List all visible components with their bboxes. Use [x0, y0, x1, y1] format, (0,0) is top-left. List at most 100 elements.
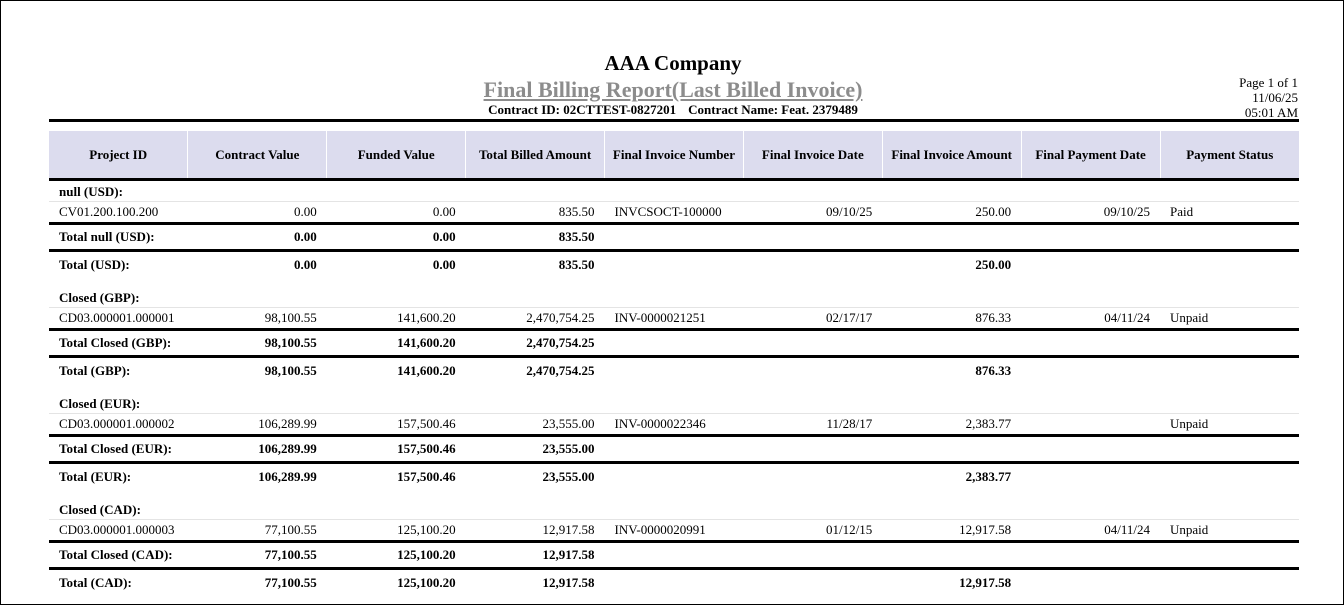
- subtotal-cell: [605, 224, 744, 251]
- cell: 09/10/25: [1103, 204, 1150, 219]
- column-header: Funded Value: [326, 131, 466, 180]
- cell: [1021, 414, 1160, 436]
- subtotal-cell: 23,555.00: [542, 441, 595, 456]
- cell: 04/11/24: [1104, 310, 1150, 325]
- total-cell: [1021, 251, 1160, 279]
- cell: CD03.000001.000003: [59, 522, 175, 537]
- cell: 250.00: [975, 204, 1012, 219]
- table-row: CD03.000001.000001 98,100.55 141,600.20 2,4…: [49, 308, 1299, 330]
- spacer-row: [49, 384, 1299, 393]
- report-title-text: Final Billing Report(Last Billed Invoice…: [483, 77, 863, 102]
- column-header: Final Invoice Amount: [881, 131, 1022, 180]
- subtotal-cell: [743, 224, 882, 251]
- column-header: Payment Status: [1159, 131, 1299, 180]
- column-header: Project ID: [49, 131, 188, 180]
- total-cell: 12,917.58: [959, 575, 1012, 590]
- column-header: Final Payment Date: [1020, 131, 1160, 180]
- subtotal-cell: 141,600.20: [397, 335, 456, 350]
- total-cell: [743, 463, 882, 491]
- cell: CD03.000001.000001: [59, 310, 175, 325]
- spacer: [49, 384, 1299, 393]
- column-header: Contract Value: [187, 131, 327, 180]
- total-cell: [1160, 357, 1299, 385]
- cell: 0.00: [294, 204, 317, 219]
- subtotal-cell: 0.00: [432, 229, 456, 244]
- group-label-row: null (USD):: [49, 179, 1299, 202]
- spacer-row: [49, 490, 1299, 499]
- total-cell: 835.50: [558, 257, 595, 272]
- total-row: Total (EUR): 106,289.99 157,500.46 23,555.0…: [49, 463, 1299, 491]
- total-cell: 12,917.58: [542, 575, 595, 590]
- total-row: Total (CAD): 77,100.55 125,100.20 12,917.58…: [49, 569, 1299, 597]
- subtotal-cell: 835.50: [558, 229, 595, 244]
- cell: CD03.000001.000002: [59, 416, 175, 431]
- total-cell: 106,289.99: [258, 469, 317, 484]
- table-row: CD03.000001.000002 106,289.99 157,500.46 23…: [49, 414, 1299, 436]
- total-cell: [743, 357, 882, 385]
- subtotal-cell: 106,289.99: [258, 441, 317, 456]
- group-label-row: Closed (EUR):: [49, 393, 1299, 414]
- cell: INV-0000020991: [614, 522, 706, 537]
- subtotal-cell: [743, 330, 882, 357]
- cell: 12,917.58: [542, 522, 595, 537]
- company-name: AAA Company: [604, 51, 742, 75]
- subtotal-cell: [605, 542, 744, 569]
- subtotal-cell: [1021, 542, 1160, 569]
- total-cell: [743, 569, 882, 597]
- table-row: CV01.200.100.200 0.00 0.00 835.50 INVCSOCT-1…: [49, 202, 1299, 224]
- cell: 11/28/17: [826, 416, 873, 431]
- spacer-row: [49, 278, 1299, 287]
- total-cell: Total (USD):: [59, 257, 130, 272]
- cell: CV01.200.100.200: [59, 204, 159, 219]
- page-number: Page 1 of 1: [1239, 75, 1298, 90]
- total-cell: [1021, 569, 1160, 597]
- total-cell: [1160, 463, 1299, 491]
- subtotal-cell: 0.00: [294, 229, 317, 244]
- total-cell: 0.00: [294, 257, 317, 272]
- table-header: Project ID Contract Value Funded Value Tota…: [49, 131, 1299, 180]
- total-cell: [605, 357, 744, 385]
- cell: Paid: [1170, 204, 1194, 219]
- total-cell: Total (EUR):: [59, 469, 132, 484]
- spacer: [49, 278, 1299, 287]
- cell: 157,500.46: [397, 416, 456, 431]
- subtotal-cell: 12,917.58: [542, 547, 595, 562]
- subtotal-cell: [1160, 542, 1299, 569]
- group-label: Closed (EUR):: [49, 393, 1299, 414]
- total-cell: 77,100.55: [264, 575, 317, 590]
- total-row: Total (GBP): 98,100.55 141,600.20 2,470,754…: [49, 357, 1299, 385]
- cell: 12,917.58: [959, 522, 1012, 537]
- total-cell: [1160, 569, 1299, 597]
- subtotal-cell: 98,100.55: [264, 335, 317, 350]
- billing-table: Project ID Contract Value Funded Value Tota…: [49, 131, 1299, 596]
- report-time: 05:01 AM: [1244, 105, 1298, 120]
- spacer: [49, 490, 1299, 499]
- subtotal-cell: [882, 224, 1021, 251]
- cell: 2,470,754.25: [526, 310, 595, 325]
- cell: 01/12/15: [826, 522, 873, 537]
- total-cell: [605, 569, 744, 597]
- contract-info: Contract ID: 02CTTEST-0827201 Contract Na…: [1, 102, 1343, 118]
- cell: 04/11/24: [1104, 522, 1150, 537]
- cell: 09/10/25: [826, 204, 873, 219]
- cell: 125,100.20: [397, 522, 456, 537]
- group-label: null (USD):: [49, 179, 1299, 202]
- subtotal-row: Total Closed (EUR): 106,289.99 157,500.46 2…: [49, 436, 1299, 463]
- subtotal-cell: Total Closed (GBP):: [59, 335, 172, 350]
- subtotal-row: Total null (USD): 0.00 0.00 835.50: [49, 224, 1299, 251]
- subtotal-cell: [882, 436, 1021, 463]
- cell: 876.33: [975, 310, 1012, 325]
- cell: 106,289.99: [258, 416, 317, 431]
- subtotal-cell: [1021, 224, 1160, 251]
- cell: 2,383.77: [965, 416, 1012, 431]
- contract-id: Contract ID: 02CTTEST-0827201: [488, 102, 677, 117]
- cell: INV-0000021251: [614, 310, 706, 325]
- total-cell: Total (GBP):: [59, 363, 131, 378]
- cell: Unpaid: [1170, 416, 1209, 431]
- total-cell: [605, 251, 744, 279]
- cell: 02/17/17: [826, 310, 873, 325]
- subtotal-cell: 125,100.20: [397, 547, 456, 562]
- subtotal-cell: [605, 436, 744, 463]
- group-label-row: Closed (CAD):: [49, 499, 1299, 520]
- subtotal-cell: [605, 330, 744, 357]
